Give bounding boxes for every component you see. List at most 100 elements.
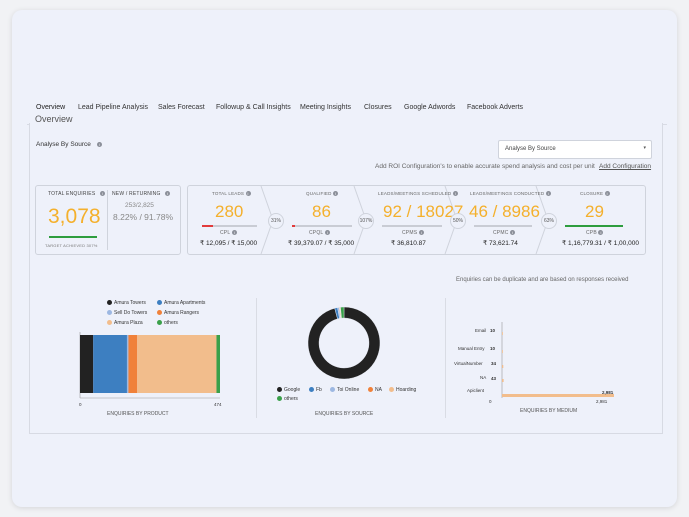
medium-value-label: 2,981: [602, 390, 614, 395]
qualified-value: 86: [312, 202, 331, 221]
product-bar-segment: [216, 335, 220, 393]
info-icon[interactable]: i: [245, 191, 251, 197]
legend-dot: [277, 396, 282, 402]
legend-label: Amura Plaza: [114, 320, 143, 326]
product-bar-segment: [80, 335, 94, 393]
info-icon[interactable]: i: [510, 230, 516, 236]
tab-facebook-adverts[interactable]: Facebook Adverts: [467, 104, 524, 111]
medium-row-label: VirtualNumber: [454, 361, 483, 366]
medium-bar: [502, 365, 504, 368]
source-chart-title: ENQUIRIES BY SOURCE: [315, 411, 374, 417]
legend-item: Amura Towers: [107, 300, 146, 306]
meetings-scheduled-bar: [382, 225, 442, 227]
info-icon[interactable]: i: [165, 191, 171, 197]
medium-chart-title: ENQUIRIES BY MEDIUM: [520, 408, 578, 414]
product-bar-segment: [137, 335, 217, 393]
legend-label: Amura Rangers: [164, 310, 200, 316]
chart-divider-1: [256, 298, 257, 418]
legend-dot: [107, 310, 112, 316]
info-icon[interactable]: i: [231, 230, 237, 236]
funnel-box: TOTAL LEADS i 280 CPL i ₹ 12,095 / ₹ 15,…: [187, 185, 646, 255]
enquiries-box: TOTAL ENQUIRIES i 3,078 TARGET ACHIEVED …: [35, 185, 181, 255]
analyse-by-source-label: Analyse By Source i: [36, 141, 102, 148]
source-donut-slice: [307, 306, 381, 380]
info-icon[interactable]: i: [598, 230, 604, 236]
medium-bar: [502, 394, 614, 397]
tab-google-adwords[interactable]: Google Adwords: [404, 104, 456, 111]
medium-value-label: 10: [490, 346, 496, 351]
qualified-label: QUALIFIED i: [306, 191, 339, 197]
product-axis-min: 0: [79, 402, 82, 407]
legend-item: Amura Apartments: [157, 300, 205, 306]
medium-row-label: Manual Entry: [458, 346, 485, 351]
info-icon[interactable]: i: [418, 230, 424, 236]
info-icon[interactable]: i: [99, 191, 105, 197]
tab-lead-pipeline-analysis[interactable]: Lead Pipeline Analysis: [78, 104, 149, 111]
new-returning-label-text: NEW / RETURNING: [112, 191, 161, 197]
meetings-conducted-label: LEADS/MEETINGS CONDUCTED i: [470, 191, 551, 197]
legend-dot: [157, 320, 162, 326]
info-icon[interactable]: i: [333, 191, 339, 197]
medium-bar: [502, 350, 503, 353]
info-icon[interactable]: i: [96, 141, 102, 147]
medium-bar: [502, 332, 503, 335]
legend-label: Amura Apartments: [164, 300, 206, 306]
product-bar-segment: [128, 335, 138, 393]
medium-row-label: Apiclient: [467, 388, 485, 393]
medium-axis-max: 2,981: [596, 399, 608, 404]
source-donut-chart: [307, 306, 381, 380]
cpms-value: ₹ 36,810.87: [391, 240, 426, 247]
tab-meeting-insights[interactable]: Meeting Insights: [300, 104, 351, 111]
cpl-label: CPL i: [220, 230, 237, 236]
legend-dot: [309, 387, 314, 393]
tab-sales-forecast[interactable]: Sales Forecast: [158, 104, 205, 111]
meetings-conducted-bar: [474, 225, 532, 227]
info-icon[interactable]: i: [324, 230, 330, 236]
meetings-scheduled-label-text: LEADS/MEETINGS SCHEDULED: [378, 191, 452, 196]
legend-label: Google: [284, 387, 301, 393]
tab-closures[interactable]: Closures: [364, 104, 392, 111]
legend-item: others: [157, 320, 178, 326]
medium-value-label: 10: [490, 328, 496, 333]
closure-label-text: CLOSURE: [580, 191, 604, 196]
cpl-value: ₹ 12,095 / ₹ 15,000: [200, 240, 258, 247]
qualified-bar: [292, 225, 295, 227]
enquiries-divider: [107, 190, 108, 250]
meetings-conducted-value: 46 / 8986: [469, 202, 540, 221]
medium-axis-min: 0: [489, 399, 492, 404]
total-leads-bar-track: [202, 225, 257, 227]
legend-item: Google: [277, 387, 300, 393]
legend-dot: [107, 320, 112, 326]
product-axis-max: 474: [214, 402, 222, 407]
qualified-label-text: QUALIFIED: [306, 191, 332, 196]
product-chart-title: ENQUIRIES BY PRODUCT: [107, 411, 169, 417]
info-icon[interactable]: i: [452, 191, 458, 197]
analyse-by-select[interactable]: Analyse By Source ▾: [498, 140, 652, 159]
total-enquiries-value: 3,078: [48, 205, 101, 228]
legend-dot: [368, 387, 373, 393]
target-bar: [49, 236, 97, 238]
legend-dot: [157, 310, 162, 316]
cpb-label-text: CPB: [586, 230, 597, 236]
tab-followup-call-insights[interactable]: Followup & Call Insights: [216, 104, 291, 111]
duplicate-note: Enquiries can be duplicate and are based…: [456, 277, 629, 283]
meetings-scheduled-label: LEADS/MEETINGS SCHEDULED i: [378, 191, 458, 197]
total-leads-label: TOTAL LEADS i: [212, 191, 251, 197]
total-enquiries-label: TOTAL ENQUIRIES i: [48, 191, 105, 197]
info-icon[interactable]: i: [604, 191, 610, 197]
legend-label: Amura Towers: [114, 300, 146, 306]
add-configuration-link[interactable]: Add Configuration: [599, 163, 652, 170]
info-icon[interactable]: i: [545, 191, 551, 197]
conversion-rate-2: 107%: [358, 213, 374, 229]
product-bar-segment: [126, 335, 129, 393]
conversion-rate-3: 50%: [450, 213, 466, 229]
analyse-label-text: Analyse By Source: [36, 141, 91, 148]
closure-bar: [565, 225, 623, 227]
legend-label: Hoarding: [396, 387, 417, 393]
medium-value-label: 43: [491, 376, 497, 381]
legend-dot: [330, 387, 335, 393]
legend-item: others: [277, 396, 298, 402]
select-value: Analyse By Source: [505, 146, 556, 152]
legend-label: NA: [375, 387, 382, 393]
tab-overview[interactable]: Overview: [36, 104, 66, 111]
